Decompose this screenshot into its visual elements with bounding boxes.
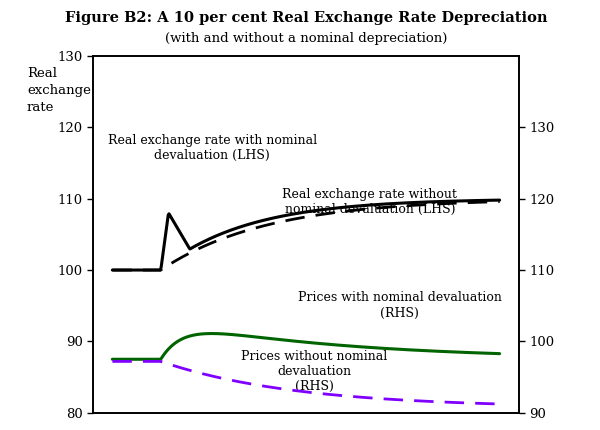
Text: Figure B2: A 10 per cent Real Exchange Rate Depreciation: Figure B2: A 10 per cent Real Exchange R… bbox=[65, 11, 547, 25]
Text: Real exchange rate with nominal
devaluation (LHS): Real exchange rate with nominal devaluat… bbox=[108, 135, 317, 163]
Text: Real
exchange
rate: Real exchange rate bbox=[27, 67, 91, 114]
Text: Prices without nominal
devaluation
(RHS): Prices without nominal devaluation (RHS) bbox=[241, 350, 388, 393]
Text: (with and without a nominal depreciation): (with and without a nominal depreciation… bbox=[165, 32, 447, 45]
Text: Prices with nominal devaluation
(RHS): Prices with nominal devaluation (RHS) bbox=[298, 292, 502, 319]
Text: Real exchange rate without
nominal devaluation (LHS): Real exchange rate without nominal deval… bbox=[283, 188, 457, 216]
